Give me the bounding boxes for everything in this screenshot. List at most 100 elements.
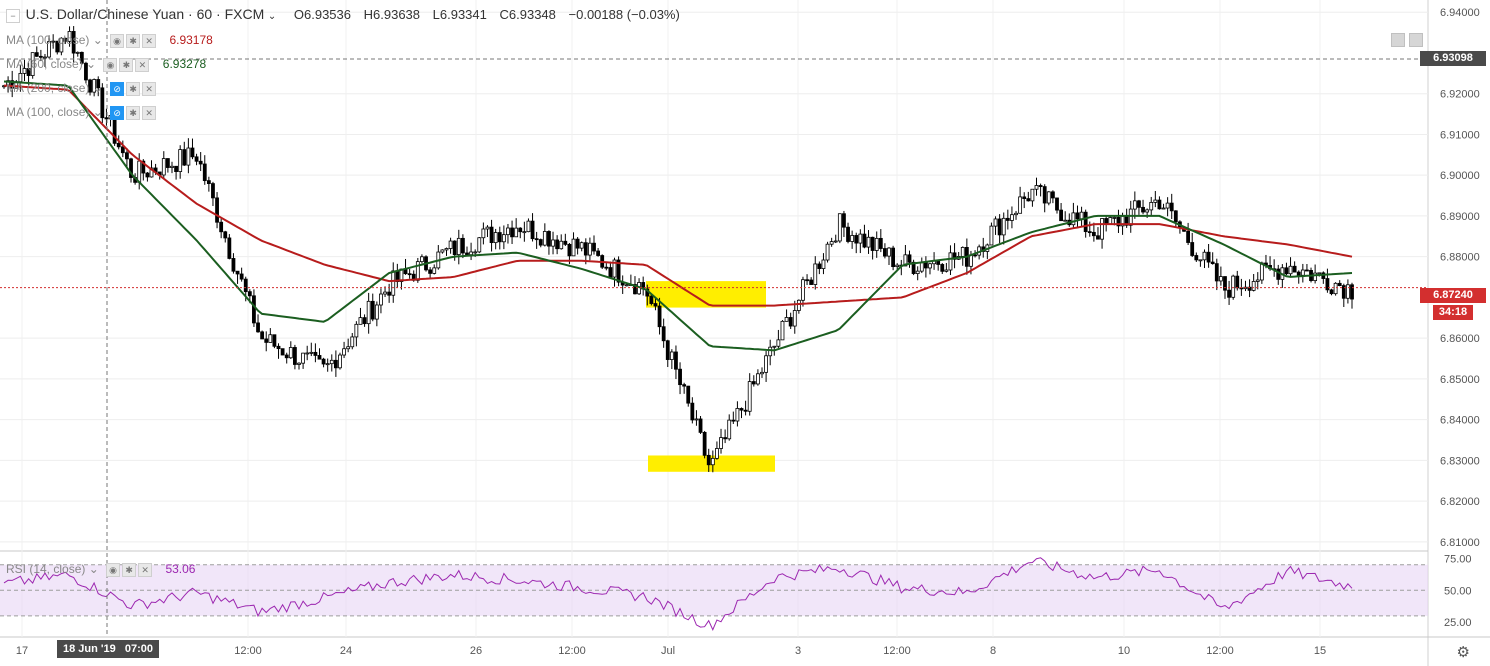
candle-body <box>174 165 178 172</box>
price-tick-label: 6.88000 <box>1440 252 1480 264</box>
candle-body <box>370 300 375 320</box>
candle-body <box>1128 208 1133 226</box>
gear-icon[interactable]: ✱ <box>119 58 134 73</box>
candle-body <box>817 263 822 269</box>
candle-body <box>1300 269 1305 276</box>
gear-icon[interactable]: ✱ <box>126 106 141 121</box>
gear-icon[interactable]: ✱ <box>126 34 141 49</box>
candle-body <box>34 52 39 57</box>
rsi-tick-label: 75.00 <box>1444 553 1472 565</box>
indicator-label: MA (60, close) <box>6 57 83 71</box>
candle-body <box>669 351 674 360</box>
candle-body <box>190 147 195 158</box>
candle-body <box>305 352 310 355</box>
collapse-pane-icon[interactable] <box>1391 33 1405 47</box>
indicator-label: MA (100, close) <box>6 105 90 119</box>
candle-body <box>473 251 478 254</box>
candle-body <box>829 241 834 245</box>
maximize-pane-icon[interactable] <box>1409 33 1423 47</box>
eye-icon[interactable]: ◉ <box>103 58 118 73</box>
candle-body <box>1210 261 1215 265</box>
candle-body <box>55 40 60 53</box>
candle-body <box>1063 219 1068 222</box>
candle-body <box>1313 272 1318 282</box>
indicator-value: 6.93178 <box>169 33 213 47</box>
candle-body <box>1149 202 1154 211</box>
crosshair-price-tag: 6.93098 <box>1420 51 1486 66</box>
rsi-header[interactable]: RSI (14, close) ⌄ ◉ ✱ ✕ 53.06 <box>6 562 196 578</box>
gear-icon[interactable]: ✱ <box>126 82 141 97</box>
candle-body <box>895 264 900 268</box>
candle-body <box>456 237 461 256</box>
eye-icon[interactable]: ◉ <box>110 34 125 49</box>
chevron-down-icon[interactable]: ⌄ <box>267 11 277 22</box>
candle-body <box>338 354 342 369</box>
candle-body <box>288 347 293 359</box>
candle-body <box>960 247 965 257</box>
candle-body <box>772 345 777 348</box>
rsi-tick-label: 50.00 <box>1444 585 1472 597</box>
indicator-row-ma100[interactable]: MA (100, close) ⌄ ◉ ✱ ✕ 6.93178 <box>6 33 213 49</box>
candle-body <box>821 259 826 269</box>
candle-body <box>1317 272 1322 275</box>
gear-icon[interactable]: ✱ <box>122 563 137 578</box>
candle-body <box>125 152 129 160</box>
indicator-row-ma100-b[interactable]: MA (100, close) ⌄ ⊘ ✱ ✕ <box>6 105 158 121</box>
collapse-icon[interactable]: − <box>6 9 20 23</box>
candle-body <box>219 221 224 233</box>
candle-body <box>846 226 850 242</box>
close-icon[interactable]: ✕ <box>142 34 157 49</box>
candle-body <box>227 237 232 259</box>
candle-body <box>702 431 707 456</box>
time-tick-label: 8 <box>989 645 997 657</box>
candle-body <box>460 237 465 254</box>
close-icon[interactable]: ✕ <box>142 82 157 97</box>
candle-body <box>883 248 887 257</box>
eye-hidden-icon[interactable]: ⊘ <box>110 82 125 97</box>
candle-body <box>1096 235 1100 240</box>
indicator-row-ma200[interactable]: MA (200, close) ⌄ ⊘ ✱ ✕ <box>6 81 158 97</box>
candle-body <box>514 227 519 238</box>
candle-body <box>555 239 560 250</box>
candle-body <box>928 263 932 269</box>
candle-body <box>1333 282 1338 295</box>
time-tick-label: 15 <box>1313 645 1327 657</box>
candle-body <box>583 242 588 256</box>
candle-body <box>1038 185 1043 187</box>
candle-body <box>723 437 728 440</box>
candle-body <box>129 158 133 178</box>
candle-body <box>1075 212 1080 220</box>
candle-body <box>329 359 334 365</box>
candle-body <box>547 231 551 247</box>
candle-body <box>1251 281 1256 291</box>
candle-body <box>624 284 629 287</box>
eye-icon[interactable]: ◉ <box>106 563 121 578</box>
close-icon[interactable]: ✕ <box>135 58 150 73</box>
candle-body <box>1005 217 1010 221</box>
candle-body <box>493 232 498 244</box>
candle-body <box>1214 263 1219 282</box>
candle-body <box>391 270 396 296</box>
close-icon[interactable]: ✕ <box>142 106 157 121</box>
candle-body <box>161 158 166 176</box>
candle-body <box>940 264 945 272</box>
settings-gear-icon[interactable]: ⚙ <box>1456 644 1470 661</box>
close-icon[interactable]: ✕ <box>138 563 153 578</box>
indicator-row-ma60[interactable]: MA (60, close) ⌄ ◉ ✱ ✕ 6.93278 <box>6 57 207 73</box>
eye-hidden-icon[interactable]: ⊘ <box>110 106 125 121</box>
time-tick-label: 12:00 <box>558 645 586 657</box>
candle-body <box>223 231 228 239</box>
candle-body <box>510 227 514 238</box>
price-tick-label: 6.83000 <box>1440 455 1480 467</box>
candle-body <box>1001 217 1006 236</box>
ma-60-line <box>3 80 1353 352</box>
candle-body <box>79 51 84 64</box>
candle-body <box>239 273 244 280</box>
symbol-title[interactable]: U.S. Dollar/Chinese Yuan · 60 · FXCM <box>25 6 265 22</box>
candle-body <box>1050 191 1055 199</box>
candle-body <box>870 236 875 251</box>
candle-body <box>784 317 789 322</box>
candle-body <box>792 310 797 327</box>
candle-body <box>887 247 891 257</box>
